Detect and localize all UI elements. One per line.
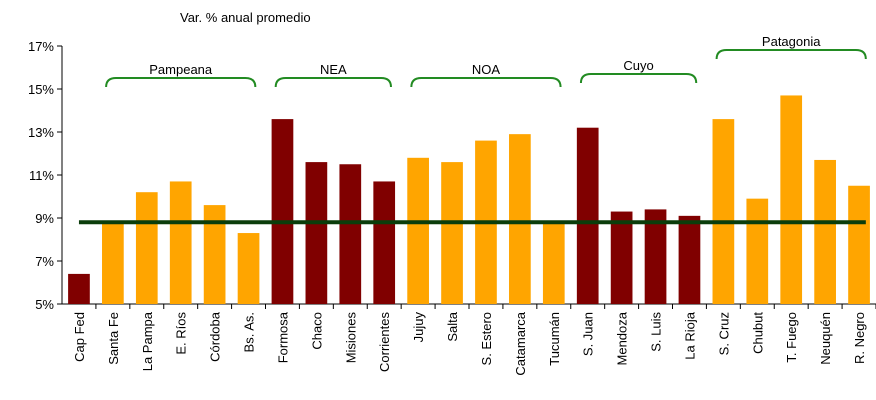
group-label: Cuyo — [623, 58, 653, 73]
bar — [678, 215, 701, 304]
x-tick-label: S. Cruz — [716, 312, 731, 355]
bar — [135, 192, 158, 304]
y-tick-label: 13% — [28, 125, 54, 140]
group-label: Pampeana — [149, 62, 213, 77]
x-tick-label: La Rioja — [682, 311, 697, 359]
x-tick-label: T. Fuego — [784, 312, 799, 363]
y-tick-label: 7% — [35, 254, 54, 269]
group-label: Patagonia — [762, 34, 821, 49]
x-tick-label: Santa Fe — [106, 312, 121, 365]
group-bracket — [105, 77, 257, 88]
bar — [576, 127, 599, 304]
chart-subtitle: Var. % anual promedio — [180, 10, 311, 25]
bar — [542, 222, 565, 304]
x-tick-label: Cap Fed — [72, 312, 87, 362]
bar — [203, 205, 226, 304]
bar — [68, 273, 90, 304]
bar — [305, 162, 328, 304]
x-tick-label: Jujuy — [411, 312, 426, 343]
bar — [814, 159, 836, 304]
x-tick-label: Misiones — [343, 312, 358, 364]
x-tick-label: Neuquén — [818, 312, 833, 365]
group-bracket — [579, 73, 698, 84]
bar — [441, 162, 463, 304]
group-label: NEA — [320, 62, 347, 77]
x-tick-label: Corrientes — [377, 312, 392, 372]
bar — [610, 211, 633, 304]
bar — [644, 209, 667, 304]
x-tick-label: E. Ríos — [174, 312, 189, 355]
y-tick-label: 15% — [28, 82, 54, 97]
x-tick-label: R. Negro — [852, 312, 867, 364]
bar — [746, 198, 769, 304]
x-tick-label: Salta — [445, 311, 460, 341]
bar — [712, 119, 735, 304]
bar — [780, 95, 803, 304]
bar — [102, 222, 124, 304]
group-bracket — [274, 77, 392, 88]
x-tick-label: Córdoba — [208, 311, 223, 362]
x-tick-label: S. Juan — [581, 312, 596, 356]
bar — [271, 119, 294, 304]
bar — [509, 134, 531, 304]
x-tick-label: La Pampa — [140, 311, 155, 371]
y-tick-label: 17% — [28, 39, 54, 54]
bar — [407, 157, 429, 304]
bar — [339, 164, 362, 304]
group-bracket — [410, 77, 562, 88]
bar — [237, 233, 260, 304]
bar — [373, 181, 396, 304]
x-tick-label: Bs. As. — [242, 312, 257, 352]
x-tick-label: Catamarca — [513, 311, 528, 375]
x-tick-label: Chubut — [750, 312, 765, 354]
bar — [169, 181, 192, 304]
group-bracket — [715, 49, 867, 60]
x-tick-label: Mendoza — [615, 311, 630, 365]
y-tick-label: 11% — [29, 168, 54, 183]
x-tick-label: Tucumán — [547, 312, 562, 366]
x-tick-label: Formosa — [275, 311, 290, 363]
x-tick-label: S. Estero — [479, 312, 494, 365]
x-tick-label: S. Luis — [649, 312, 664, 352]
bar — [848, 185, 870, 304]
group-label: NOA — [472, 62, 501, 77]
x-tick-label: Chaco — [309, 312, 324, 350]
y-tick-label: 5% — [35, 297, 54, 312]
y-tick-label: 9% — [35, 211, 54, 226]
